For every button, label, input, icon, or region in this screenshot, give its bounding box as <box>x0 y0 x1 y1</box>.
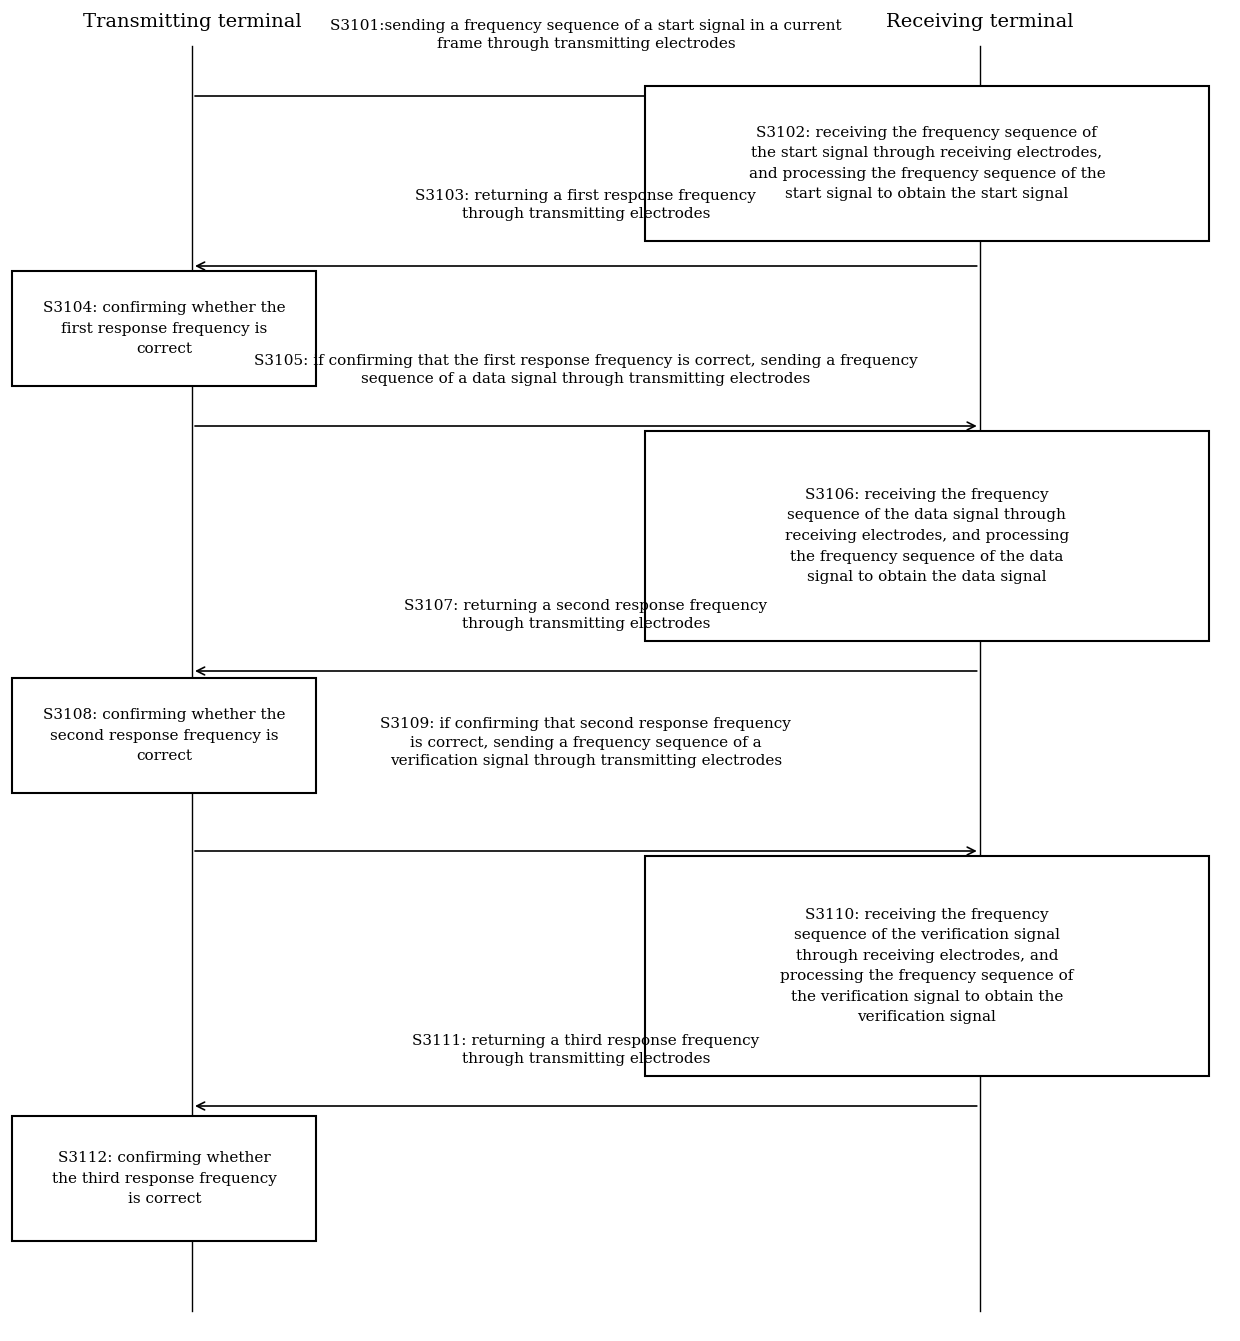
Text: Receiving terminal: Receiving terminal <box>885 13 1074 31</box>
Text: S3104: confirming whether the
first response frequency is
correct: S3104: confirming whether the first resp… <box>43 300 285 357</box>
Text: S3111: returning a third response frequency
through transmitting electrodes: S3111: returning a third response freque… <box>412 1034 760 1066</box>
Bar <box>12 1116 316 1240</box>
Text: S3106: receiving the frequency
sequence of the data signal through
receiving ele: S3106: receiving the frequency sequence … <box>785 488 1069 585</box>
Text: S3107: returning a second response frequency
through transmitting electrodes: S3107: returning a second response frequ… <box>404 598 768 632</box>
Text: S3112: confirming whether
the third response frequency
is correct: S3112: confirming whether the third resp… <box>52 1151 277 1206</box>
Text: S3102: receiving the frequency sequence of
the start signal through receiving el: S3102: receiving the frequency sequence … <box>749 126 1105 201</box>
Bar <box>12 679 316 793</box>
Text: S3103: returning a first response frequency
through transmitting electrodes: S3103: returning a first response freque… <box>415 189 756 221</box>
Bar <box>645 86 1209 241</box>
Bar <box>645 430 1209 641</box>
Bar <box>12 271 316 386</box>
Bar <box>645 856 1209 1075</box>
Text: S3110: receiving the frequency
sequence of the verification signal
through recei: S3110: receiving the frequency sequence … <box>780 908 1074 1025</box>
Text: S3101:sending a frequency sequence of a start signal in a current
frame through : S3101:sending a frequency sequence of a … <box>330 19 842 51</box>
Text: Transmitting terminal: Transmitting terminal <box>83 13 301 31</box>
Text: S3109: if confirming that second response frequency
is correct, sending a freque: S3109: if confirming that second respons… <box>381 717 791 768</box>
Text: S3108: confirming whether the
second response frequency is
correct: S3108: confirming whether the second res… <box>43 708 285 763</box>
Text: S3105: if confirming that the first response frequency is correct, sending a fre: S3105: if confirming that the first resp… <box>254 354 918 386</box>
